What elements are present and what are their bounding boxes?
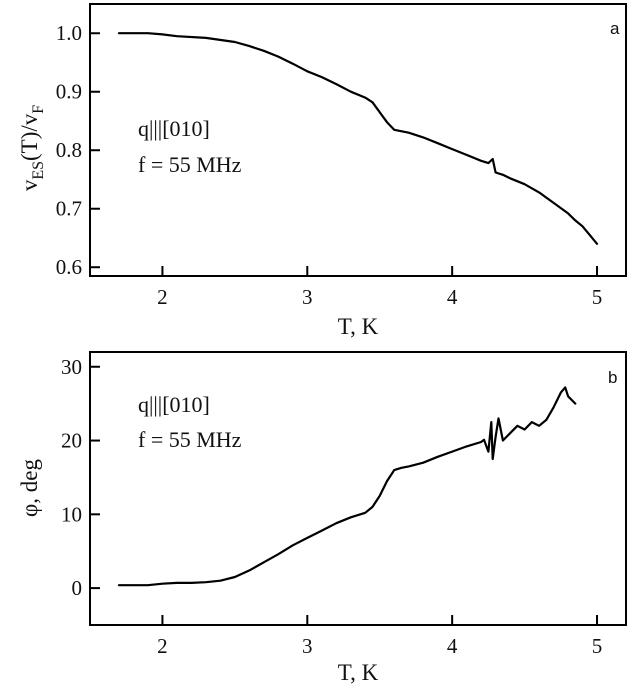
y-axis-label-b: φ, deg bbox=[17, 459, 42, 517]
x-tick-label-a-3: 5 bbox=[592, 285, 603, 309]
panel-b: 2 3 4 5 0 10 20 30 T, K φ, deg q|||[010] f = 55… bbox=[17, 351, 627, 685]
y-tick-label-a-1: 0.7 bbox=[56, 197, 82, 221]
y-axis-label-a-mid: (T)/v bbox=[17, 113, 42, 161]
annotation-frequency-b: f = 55 MHz bbox=[138, 427, 242, 452]
annotation-frequency-a: f = 55 MHz bbox=[138, 152, 242, 177]
x-axis-label-a: T, K bbox=[338, 314, 379, 339]
x-tick-label-a-1: 3 bbox=[302, 285, 313, 309]
y-tick-label-a-2: 0.8 bbox=[56, 138, 82, 162]
panel-label-b: b bbox=[608, 368, 617, 387]
y-axis-label-a-sub1: ES bbox=[30, 161, 47, 180]
y-tick-label-a-3: 0.9 bbox=[56, 80, 82, 104]
y-tick-label-b-2: 20 bbox=[61, 429, 82, 453]
y-axis-label-a-v: v bbox=[17, 179, 42, 191]
panel-a: 2 3 4 5 0.6 0.7 0.8 0.9 1.0 T, K vES(T)/vF q|||[… bbox=[17, 3, 627, 339]
data-line-a bbox=[117, 32, 599, 245]
annotation-direction-a: q|||[010] bbox=[138, 116, 210, 141]
y-tick-label-b-0: 0 bbox=[72, 576, 83, 600]
y-tick-label-b-1: 10 bbox=[61, 502, 82, 526]
x-axis-label-b: T, K bbox=[338, 660, 379, 685]
ticks-b: 2 3 4 5 0 10 20 30 bbox=[61, 355, 602, 658]
y-tick-label-a-0: 0.6 bbox=[56, 255, 82, 279]
ticks-a: 2 3 4 5 0.6 0.7 0.8 0.9 1.0 bbox=[56, 21, 603, 309]
x-tick-label-b-3: 5 bbox=[592, 634, 603, 658]
y-tick-label-b-3: 30 bbox=[61, 355, 82, 379]
x-tick-label-a-0: 2 bbox=[157, 285, 168, 309]
y-axis-label-a: vES(T)/vF bbox=[17, 105, 47, 191]
y-tick-label-a-4: 1.0 bbox=[56, 21, 82, 45]
x-tick-label-b-2: 4 bbox=[447, 634, 458, 658]
y-axis-label-a-sub2: F bbox=[30, 105, 47, 114]
panel-label-a: a bbox=[610, 19, 620, 38]
x-tick-label-b-0: 2 bbox=[157, 634, 168, 658]
plot-frame-a bbox=[89, 3, 627, 277]
plot-frame-b bbox=[89, 351, 627, 626]
x-tick-label-b-1: 3 bbox=[302, 634, 313, 658]
x-tick-label-a-2: 4 bbox=[447, 285, 458, 309]
data-line-b bbox=[117, 386, 577, 587]
annotation-direction-b: q|||[010] bbox=[138, 392, 210, 417]
